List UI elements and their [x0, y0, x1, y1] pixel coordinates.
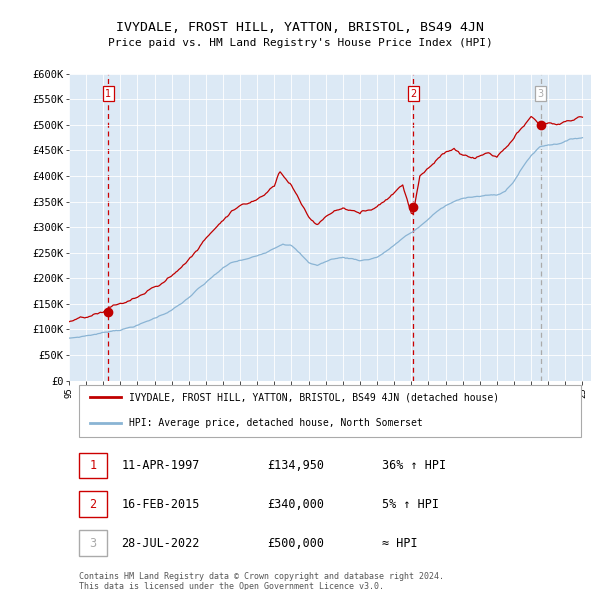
Text: HPI: Average price, detached house, North Somerset: HPI: Average price, detached house, Nort…: [129, 418, 423, 428]
Text: Price paid vs. HM Land Registry's House Price Index (HPI): Price paid vs. HM Land Registry's House …: [107, 38, 493, 48]
Text: Contains HM Land Registry data © Crown copyright and database right 2024.
This d: Contains HM Land Registry data © Crown c…: [79, 572, 445, 590]
Text: 28-JUL-2022: 28-JUL-2022: [121, 537, 200, 550]
Text: ≈ HPI: ≈ HPI: [382, 537, 418, 550]
FancyBboxPatch shape: [79, 530, 107, 556]
Text: 36% ↑ HPI: 36% ↑ HPI: [382, 459, 446, 472]
Text: 16-FEB-2015: 16-FEB-2015: [121, 498, 200, 511]
Text: 11-APR-1997: 11-APR-1997: [121, 459, 200, 472]
Text: 1: 1: [105, 88, 111, 99]
FancyBboxPatch shape: [79, 385, 581, 437]
Text: £500,000: £500,000: [268, 537, 325, 550]
Text: IVYDALE, FROST HILL, YATTON, BRISTOL, BS49 4JN: IVYDALE, FROST HILL, YATTON, BRISTOL, BS…: [116, 21, 484, 34]
Text: 3: 3: [538, 88, 544, 99]
Text: 1: 1: [89, 459, 97, 472]
Text: 2: 2: [410, 88, 416, 99]
Text: IVYDALE, FROST HILL, YATTON, BRISTOL, BS49 4JN (detached house): IVYDALE, FROST HILL, YATTON, BRISTOL, BS…: [129, 392, 499, 402]
FancyBboxPatch shape: [79, 453, 107, 478]
Text: 3: 3: [89, 537, 97, 550]
Text: £340,000: £340,000: [268, 498, 325, 511]
Text: 2: 2: [89, 498, 97, 511]
Text: £134,950: £134,950: [268, 459, 325, 472]
Text: 5% ↑ HPI: 5% ↑ HPI: [382, 498, 439, 511]
FancyBboxPatch shape: [79, 491, 107, 517]
